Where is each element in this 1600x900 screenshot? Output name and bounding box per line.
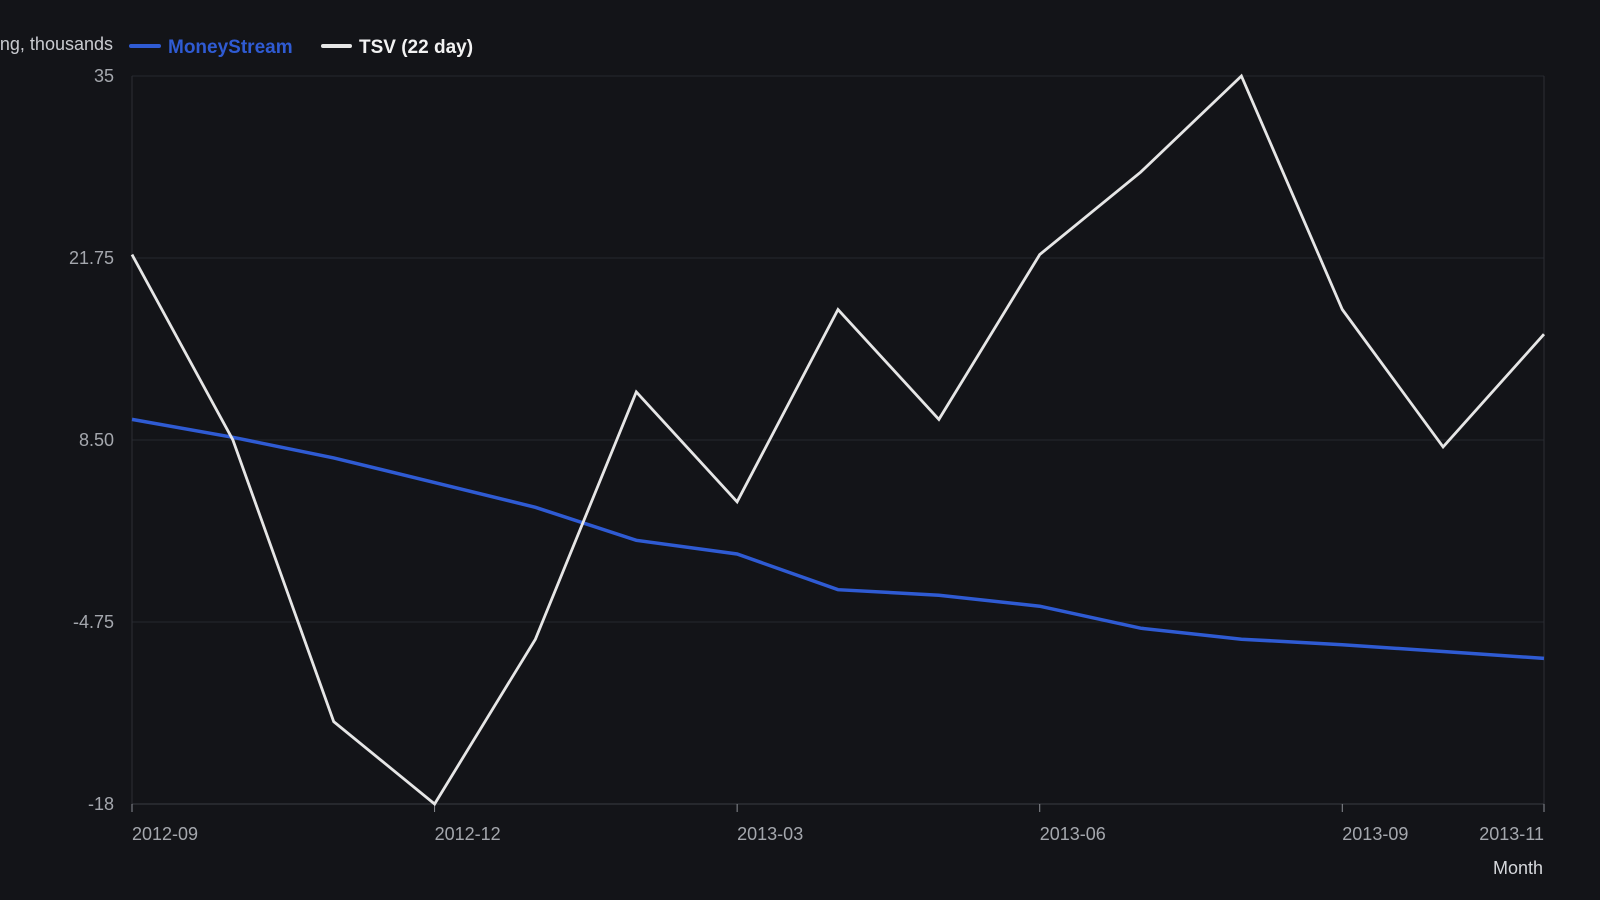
legend-label-moneystream: MoneyStream [168,37,293,58]
series-moneystream [131,417,1545,661]
y-tick-label: -18 [88,794,114,814]
y-axis-label: …ng, thousands [0,34,113,54]
legend-item-moneystream[interactable]: MoneyStream [129,37,293,58]
x-tick-label: 2013-03 [737,824,803,844]
series-layer [130,73,1546,807]
x-tick-label: 2013-11 [1479,824,1544,844]
series-line-moneystream[interactable] [131,417,1545,661]
plot-frame [131,76,1545,805]
x-tick-label: 2013-09 [1342,824,1408,844]
series-line-tsv-22-day[interactable] [130,73,1546,807]
grid-lines [132,75,1544,805]
y-tick-label: 35 [94,66,114,86]
x-tick-label: 2013-06 [1040,824,1106,844]
y-tick-label: 21.75 [69,248,114,268]
x-tick-label: 2012-12 [435,824,501,844]
y-axis: 35 21.75 8.50 -4.75 -18 [69,66,114,814]
series-tsv-22-day [130,73,1546,807]
x-axis: 2012-09 2012-12 2013-03 2013-06 2013-09 2013-… [131,804,1545,844]
y-tick-label: -4.75 [73,612,114,632]
x-axis-label: Month [1493,858,1543,878]
y-tick-label: 8.50 [79,430,114,450]
legend: MoneyStream TSV (22 day) [129,37,473,58]
legend-item-tsv[interactable]: TSV (22 day) [321,37,473,58]
x-tick-label: 2012-09 [132,824,198,844]
legend-label-tsv: TSV (22 day) [359,37,473,58]
